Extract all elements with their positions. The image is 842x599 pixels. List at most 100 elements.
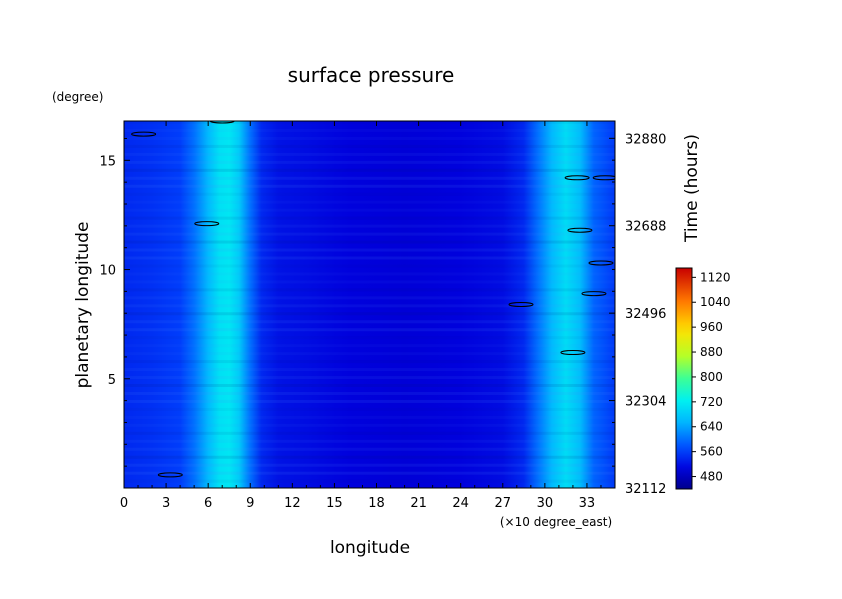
colorbar-tick-label: 1040 <box>700 295 731 309</box>
heatmap-streak <box>124 160 615 164</box>
y-tick-label: 15 <box>99 154 116 169</box>
heatmap-streak <box>124 391 615 395</box>
heatmap-streak <box>124 216 615 220</box>
y-axis: 5 10 15 <box>99 137 130 467</box>
heatmap-streak <box>124 288 615 292</box>
contour-patch <box>564 175 590 181</box>
x-tick-label: 30 <box>537 496 554 511</box>
time-axis-label: Time (hours) <box>682 134 702 243</box>
contour-patch <box>157 472 183 478</box>
heatmap-streak <box>124 224 615 228</box>
colorbar-tick-label: 960 <box>700 320 723 334</box>
colorbar-tick-label: 640 <box>700 420 723 434</box>
heatmap-streak <box>124 208 615 212</box>
heatmap-streak <box>124 415 615 419</box>
x-tick-label: 24 <box>452 496 469 511</box>
heatmap-streak <box>124 312 615 316</box>
heatmap-streak <box>124 304 615 308</box>
heatmap-streak <box>124 471 615 475</box>
colorbar-tick-label: 720 <box>700 395 723 409</box>
heatmap-streak <box>124 368 615 372</box>
heatmap-streak <box>124 431 615 435</box>
heatmap-streak <box>124 121 615 124</box>
heatmap-streak <box>124 447 615 451</box>
x-tick-label: 3 <box>162 496 170 511</box>
heatmap-streak <box>124 384 615 388</box>
heatmap-streak <box>124 360 615 364</box>
heatmap-streak <box>124 264 615 268</box>
heatmap-streak <box>124 328 615 332</box>
heatmap-streak <box>124 296 615 300</box>
contour-patch <box>560 350 586 356</box>
heatmap-streak <box>124 168 615 172</box>
x-axis-label: longitude <box>330 538 410 558</box>
x-tick-label: 12 <box>284 496 301 511</box>
heatmap-streak <box>124 136 615 140</box>
colorbar-tick-label: 1120 <box>700 270 731 284</box>
heatmap-streak <box>124 479 615 483</box>
time-tick-label: 32688 <box>625 220 666 235</box>
heatmap-streak <box>124 192 615 196</box>
time-axis: 32112 32304 32496 32688 32880 <box>609 132 666 497</box>
contour-lines <box>131 121 615 478</box>
colorbar-tick-label: 800 <box>700 370 723 384</box>
colorbar <box>675 267 693 490</box>
colorbar-tick-label: 880 <box>700 345 723 359</box>
heatmap-streak <box>124 336 615 340</box>
colorbar-tick-label: 480 <box>700 470 723 484</box>
x-tick-label: 27 <box>494 496 511 511</box>
heatmap-streak <box>124 455 615 459</box>
contour-patch <box>209 121 235 124</box>
heatmap-streak <box>124 152 615 156</box>
heatmap-streak <box>124 232 615 236</box>
chart-title: surface pressure <box>288 63 455 87</box>
heatmap-streak <box>124 399 615 403</box>
heatmap-streak <box>124 272 615 276</box>
colorbar-axis: 480 560 640 720 800 880 960 1040 1120 <box>692 270 731 484</box>
y-axis-label: planetary longitude <box>73 222 93 389</box>
heatmap-streak <box>124 463 615 467</box>
heatmap-streak <box>124 128 615 132</box>
heatmap-streak <box>124 176 615 180</box>
x-tick-label: 33 <box>579 496 596 511</box>
contour-patch <box>131 131 157 137</box>
time-tick-label: 32496 <box>625 307 666 322</box>
plot-frame <box>123 120 616 489</box>
heatmap-streak <box>124 320 615 324</box>
contour-patch <box>581 291 607 297</box>
y-tick-label: 10 <box>99 264 116 279</box>
heatmap-plot <box>124 121 615 488</box>
y-tick-label: 5 <box>108 373 116 388</box>
time-tick-label: 32304 <box>625 395 666 410</box>
heatmap-streak <box>124 256 615 260</box>
heatmap-streak <box>124 439 615 443</box>
heatmap-streak <box>124 248 615 252</box>
heatmap-streak <box>124 240 615 244</box>
y-axis-unit: (degree) <box>52 90 103 104</box>
x-tick-label: 15 <box>326 496 343 511</box>
heatmap-streaks <box>124 121 615 483</box>
time-tick-label: 32880 <box>625 132 666 147</box>
heatmap-streak <box>124 423 615 427</box>
colorbar-tick-label: 560 <box>700 445 723 459</box>
heatmap-streak <box>124 144 615 148</box>
contour-patch <box>588 260 614 266</box>
contour-patch <box>508 302 534 307</box>
x-tick-label: 0 <box>120 496 128 511</box>
x-tick-label: 9 <box>246 496 254 511</box>
contour-patch <box>592 175 615 181</box>
heatmap-streak <box>124 280 615 284</box>
heatmap-streak <box>124 200 615 204</box>
heatmap-streak <box>124 376 615 380</box>
x-tick-label: 21 <box>410 496 427 511</box>
contour-patch <box>194 221 220 227</box>
time-tick-label: 32112 <box>625 482 666 497</box>
heatmap-streak <box>124 352 615 356</box>
heatmap-streak <box>124 407 615 411</box>
contour-patch <box>567 227 593 233</box>
x-tick-label: 18 <box>368 496 385 511</box>
x-axis: 0 3 6 9 12 15 18 21 24 27 30 33 <box>120 121 602 511</box>
heatmap-streak <box>124 184 615 188</box>
x-axis-unit: (×10 degree_east) <box>500 515 612 529</box>
